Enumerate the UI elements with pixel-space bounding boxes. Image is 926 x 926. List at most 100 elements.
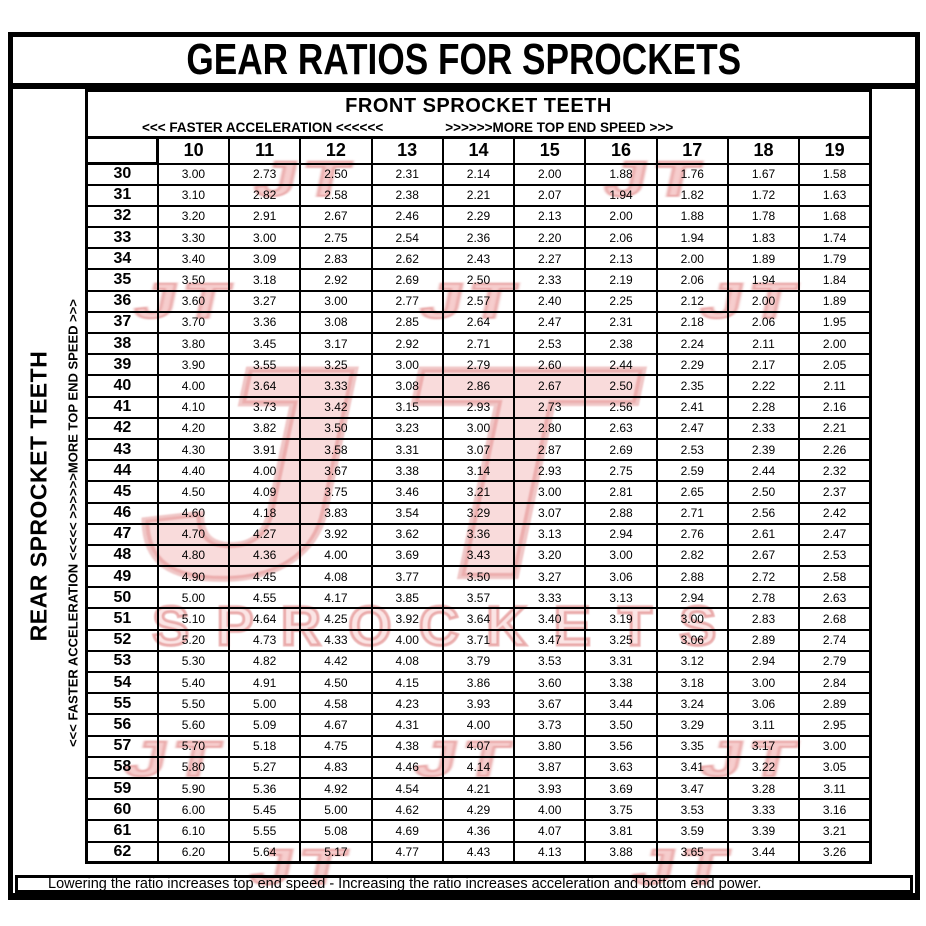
- ratio-cell: 2.16: [798, 395, 872, 419]
- ratio-cell: 3.75: [584, 798, 658, 822]
- ratio-cell: 4.50: [299, 670, 373, 695]
- ratio-cell: 2.36: [441, 226, 516, 250]
- ratio-cell: 4.75: [299, 734, 373, 758]
- ratio-cell: 2.58: [299, 183, 373, 207]
- ratio-cell: 2.82: [655, 543, 729, 568]
- table-row: 34 3.40 3.09 2.83 2.62 2.43 2.27 2.13 2.00 1.89 1.…: [85, 247, 872, 271]
- ratio-cell: 1.89: [798, 289, 872, 313]
- ratio-cell: 6.20: [156, 840, 231, 864]
- ratio-cell: 4.43: [441, 840, 516, 864]
- ratio-cell: 3.29: [655, 713, 729, 737]
- ratio-cell: 2.40: [513, 289, 587, 313]
- ratio-cell: 2.53: [798, 543, 872, 568]
- table-row: 32 3.20 2.91 2.67 2.46 2.29 2.13 2.00 1.88 1.78 1.…: [85, 204, 872, 229]
- ratio-cell: 4.45: [228, 565, 302, 589]
- ratio-cell: 2.79: [441, 353, 516, 377]
- ratio-cell: 2.44: [584, 353, 658, 377]
- ratio-cell: 3.40: [156, 247, 231, 271]
- ratio-cell: 1.94: [655, 226, 729, 250]
- ratio-cell: 3.85: [370, 586, 444, 610]
- ratio-cell: 4.70: [156, 522, 231, 546]
- table-row: 41 4.10 3.73 3.42 3.15 2.93 2.73 2.56 2.41 2.28 2.…: [85, 395, 872, 419]
- ratio-cell: 5.20: [156, 628, 231, 652]
- ratio-cell: 3.64: [441, 607, 516, 631]
- ratio-cell: 4.07: [513, 819, 587, 843]
- ratio-cell: 3.41: [655, 755, 729, 779]
- ratio-cell: 4.30: [156, 437, 231, 462]
- rear-teeth-cell: 33: [85, 226, 159, 250]
- ratio-cell: 2.92: [370, 331, 444, 356]
- ratio-cell: 2.83: [726, 607, 801, 631]
- ratio-cell: 3.69: [584, 776, 658, 801]
- ratio-cell: 2.13: [584, 247, 658, 271]
- table-row: 35 3.50 3.18 2.92 2.69 2.50 2.33 2.19 2.06 1.94 1.…: [85, 268, 872, 292]
- rear-teeth-cell: 39: [85, 353, 159, 377]
- ratio-cell: 2.13: [513, 204, 587, 229]
- ratio-cell: 4.00: [441, 713, 516, 737]
- ratio-cell: 1.94: [726, 268, 801, 292]
- ratio-cell: 3.20: [513, 543, 587, 568]
- ratio-cell: 1.72: [726, 183, 801, 207]
- title-band: GEAR RATIOS FOR SPROCKETS: [13, 35, 915, 89]
- ratio-cell: 2.43: [441, 247, 516, 271]
- table-row: 30 3.00 2.73 2.50 2.31 2.14 2.00 1.88 1.76 1.67 1.…: [85, 162, 872, 186]
- ratio-cell: 3.87: [513, 755, 587, 779]
- table-row: 37 3.70 3.36 3.08 2.85 2.64 2.47 2.31 2.18 2.06 1.…: [85, 310, 872, 335]
- ratio-cell: 2.63: [584, 416, 658, 440]
- ratio-cell: 6.10: [156, 819, 231, 843]
- ratio-cell: 3.73: [228, 395, 302, 419]
- ratio-cell: 2.32: [798, 459, 872, 483]
- ratio-cell: 1.63: [798, 183, 872, 207]
- ratio-cell: 1.74: [798, 226, 872, 250]
- table-row: 40 4.00 3.64 3.33 3.08 2.86 2.67 2.50 2.35 2.22 2.…: [85, 374, 872, 398]
- ratio-cell: 3.11: [798, 776, 872, 801]
- ratio-cell: 1.58: [798, 162, 872, 186]
- ratio-cell: 3.45: [228, 331, 302, 356]
- ratio-cell: 3.63: [584, 755, 658, 779]
- ratio-cell: 3.27: [228, 289, 302, 313]
- ratio-cell: 4.36: [441, 819, 516, 843]
- ratio-cell: 3.00: [513, 480, 587, 504]
- ratio-cell: 3.75: [299, 480, 373, 504]
- front-teeth-header-cell: 16: [584, 136, 658, 165]
- ratio-cell: 2.56: [584, 395, 658, 419]
- table-row: 49 4.90 4.45 4.08 3.77 3.50 3.27 3.06 2.88 2.72 2.…: [85, 565, 872, 589]
- ratio-cell: 5.27: [228, 755, 302, 779]
- ratio-cell: 3.80: [513, 734, 587, 758]
- ratio-cell: 4.00: [228, 459, 302, 483]
- rear-teeth-cell: 47: [85, 522, 159, 546]
- ratio-cell: 2.12: [655, 289, 729, 313]
- ratio-cell: 2.63: [798, 586, 872, 610]
- ratio-cell: 4.42: [299, 649, 373, 674]
- direction-labels: <<< FASTER ACCELERATION <<<<<< >>>>>>MOR…: [88, 120, 869, 135]
- table-row: 48 4.80 4.36 4.00 3.69 3.43 3.20 3.00 2.82 2.67 2.…: [85, 543, 872, 568]
- ratio-cell: 4.08: [370, 649, 444, 674]
- ratio-cell: 4.23: [370, 692, 444, 716]
- ratio-cell: 2.14: [441, 162, 516, 186]
- ratio-cell: 3.00: [441, 416, 516, 440]
- ratio-cell: 3.08: [299, 310, 373, 335]
- ratio-cell: 2.17: [726, 353, 801, 377]
- ratio-cell: 3.21: [441, 480, 516, 504]
- ratio-cell: 4.00: [299, 543, 373, 568]
- front-teeth-header-cell: 18: [726, 136, 801, 165]
- ratio-cell: 2.67: [513, 374, 587, 398]
- ratio-cell: 2.84: [798, 670, 872, 695]
- table-row: 43 4.30 3.91 3.58 3.31 3.07 2.87 2.69 2.53 2.39 2.…: [85, 437, 872, 462]
- ratio-cell: 1.88: [584, 162, 658, 186]
- ratio-cell: 2.93: [513, 459, 587, 483]
- ratio-cell: 1.83: [726, 226, 801, 250]
- ratio-cell: 4.67: [299, 713, 373, 737]
- ratio-cell: 2.53: [655, 437, 729, 462]
- ratio-cell: 3.33: [299, 374, 373, 398]
- ratio-cell: 2.31: [584, 310, 658, 335]
- ratio-cell: 4.58: [299, 692, 373, 716]
- ratio-cell: 2.89: [798, 692, 872, 716]
- ratio-cell: 2.26: [798, 437, 872, 462]
- front-teeth-header-cell: 14: [441, 136, 516, 165]
- ratio-cell: 5.80: [156, 755, 231, 779]
- ratio-cell: 4.83: [299, 755, 373, 779]
- rear-teeth-cell: 30: [85, 162, 159, 186]
- rear-teeth-cell: 60: [85, 798, 159, 822]
